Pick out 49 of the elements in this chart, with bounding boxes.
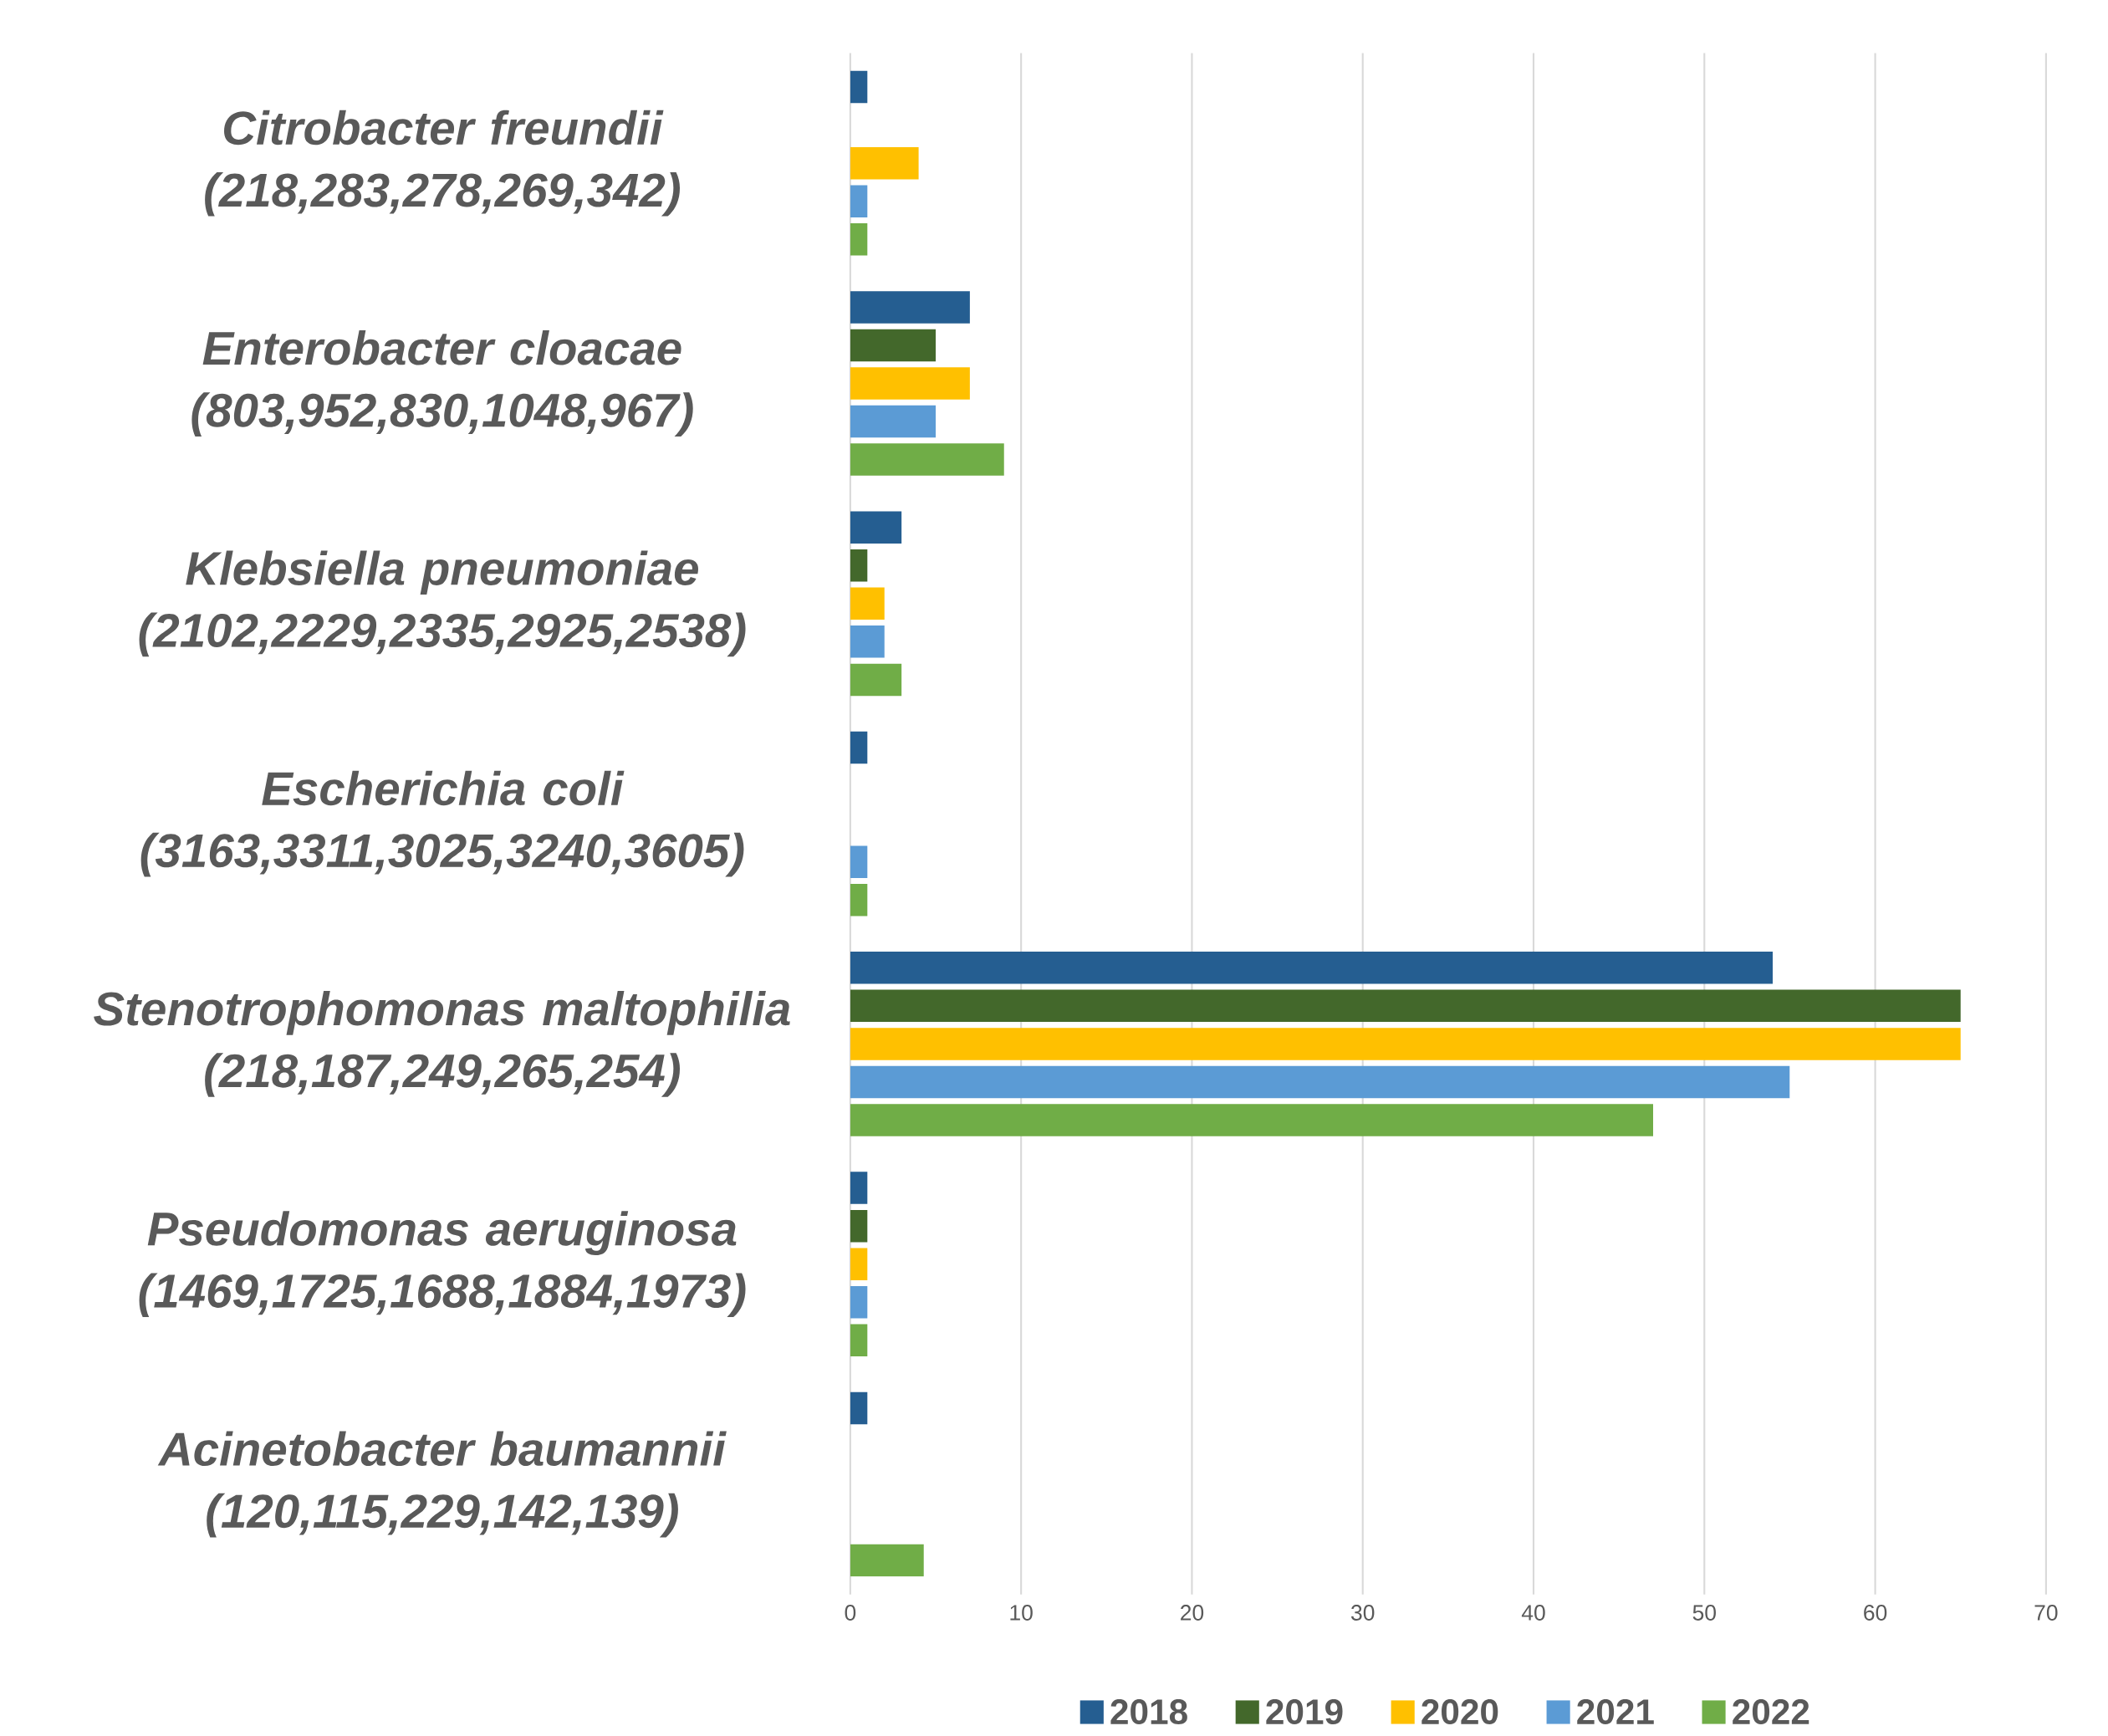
legend-label: 2021 xyxy=(1577,1699,1654,1724)
y-tick-label: Pseudomonas aeruginosa (1469,1725,1688,1884,1973) xyxy=(139,1211,746,1318)
bar xyxy=(850,329,937,362)
bar xyxy=(850,1391,868,1425)
x-tick-label: 60 xyxy=(1864,1605,1887,1621)
y-tick-label: Stenotrophomonas maltophilia (218,187,249,265,254) xyxy=(94,990,790,1097)
bar xyxy=(850,587,885,620)
bar xyxy=(850,625,885,658)
bar xyxy=(850,223,868,256)
bar xyxy=(850,1065,1790,1099)
bar xyxy=(850,1209,868,1243)
bar xyxy=(850,405,937,438)
bar xyxy=(850,511,902,544)
y-tick-label: Enterobacter cloacae (803,952,830,1048,967) xyxy=(191,330,693,437)
bar xyxy=(850,1324,868,1356)
x-tick-label: 10 xyxy=(1010,1605,1033,1621)
bar xyxy=(850,1544,924,1577)
y-tick-label: Acinetobacter baumannii (120,115,229,142,139) xyxy=(157,1431,727,1538)
bar xyxy=(850,663,902,697)
bar xyxy=(850,1104,1654,1136)
bar xyxy=(850,146,919,180)
bar xyxy=(850,291,970,324)
bar xyxy=(850,845,868,878)
legend-label: 2018 xyxy=(1110,1699,1187,1724)
bar xyxy=(850,367,970,400)
bar xyxy=(850,70,868,104)
bar xyxy=(850,952,1774,984)
y-tick-label: Escherichia coli (3163,3311,3025,3240,3605) xyxy=(140,770,744,877)
bar xyxy=(850,1172,868,1204)
bar xyxy=(850,1248,868,1280)
x-tick-label: 70 xyxy=(2034,1605,2058,1621)
bar xyxy=(850,1285,868,1319)
bar xyxy=(850,731,868,764)
y-tick-label: Klebsiella pneumoniae (2102,2229,2335,2925,2538) xyxy=(139,550,746,657)
bar xyxy=(850,443,1004,476)
bar xyxy=(850,989,1961,1023)
y-tick-label: Citrobacter freundii (218,283,278,269,342) xyxy=(205,110,681,217)
x-tick-label: 30 xyxy=(1351,1605,1375,1621)
legend-label: 2019 xyxy=(1266,1699,1343,1724)
legend-label: 2022 xyxy=(1733,1699,1809,1724)
x-tick-label: 20 xyxy=(1181,1605,1204,1621)
bar xyxy=(850,883,868,917)
legend-label: 2020 xyxy=(1421,1699,1498,1724)
bar xyxy=(850,1028,1961,1060)
x-tick-label: 50 xyxy=(1692,1605,1716,1621)
x-tick-label: 40 xyxy=(1521,1605,1545,1621)
bar xyxy=(850,549,868,582)
bar xyxy=(850,185,868,217)
x-tick-label: 0 xyxy=(845,1605,856,1621)
